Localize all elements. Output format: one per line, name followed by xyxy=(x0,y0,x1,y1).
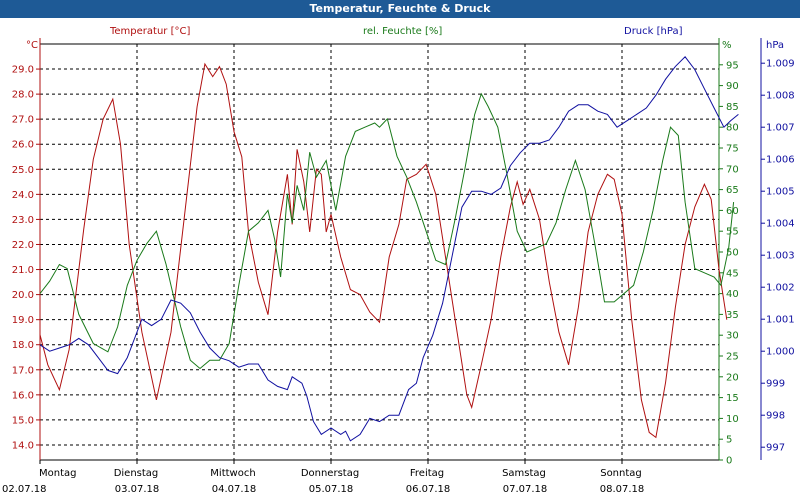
pressure-tick-label: 999 xyxy=(766,379,785,390)
humidity-tick-label: 90 xyxy=(726,81,739,92)
humidity-tick-label: 80 xyxy=(726,123,739,134)
pressure-tick-label: 1.001 xyxy=(766,315,795,326)
humidity-tick-label: 55 xyxy=(726,227,739,238)
day-date-label: 08.07.18 xyxy=(600,484,645,495)
humidity-tick-label: 70 xyxy=(726,164,739,175)
day-labels: Montag 02.07.18 Dienstag 03.07.18 Mittwoch 04… xyxy=(2,460,644,495)
day-date-label: 07.07.18 xyxy=(503,484,548,495)
humidity-tick-label: 0 xyxy=(726,456,732,467)
window-title: Temperatur, Feuchte & Druck xyxy=(0,0,800,18)
temperature-tick-label: 29.0 xyxy=(12,65,34,76)
temperature-tick-label: 23.0 xyxy=(12,215,34,226)
day-date-label: 04.07.18 xyxy=(212,484,257,495)
pressure-axis-label: Druck [hPa] xyxy=(624,26,683,37)
humidity-tick-label: 40 xyxy=(726,289,739,300)
temperature-axis-label: Temperatur [°C] xyxy=(109,26,190,37)
grid xyxy=(40,44,719,460)
temperature-tick-label: 16.0 xyxy=(12,390,34,401)
humidity-tick-label: 95 xyxy=(726,60,739,71)
temperature-tick-label: 27.0 xyxy=(12,115,34,126)
day-weekday-label: Montag xyxy=(39,468,76,479)
day-weekday-label: Donnerstag xyxy=(301,468,359,479)
humidity-tick-label: 50 xyxy=(726,248,739,259)
day-weekday-label: Mittwoch xyxy=(210,468,255,479)
pressure-ticks: 997 998 999 1.000 1.001 1.002 1.003 1.004 1.005 1… xyxy=(761,59,795,454)
temperature-tick-label: 26.0 xyxy=(12,140,34,151)
pressure-tick-label: 1.009 xyxy=(766,59,795,70)
humidity-tick-label: 5 xyxy=(726,435,732,446)
humidity-axis-label: rel. Feuchte [%] xyxy=(363,26,442,37)
humidity-tick-label: 85 xyxy=(726,102,739,113)
pressure-tick-label: 1.004 xyxy=(766,219,795,230)
humidity-tick-label: 45 xyxy=(726,268,739,279)
day-date-label: 05.07.18 xyxy=(309,484,354,495)
day-weekday-label: Dienstag xyxy=(114,468,159,479)
temperature-tick-label: 18.0 xyxy=(12,340,34,351)
temperature-tick-label: 14.0 xyxy=(12,440,34,451)
pressure-tick-label: 997 xyxy=(766,443,785,454)
humidity-tick-label: 15 xyxy=(726,393,739,404)
humidity-unit-label: % xyxy=(722,40,732,51)
day-weekday-label: Freitag xyxy=(410,468,444,479)
temperature-unit-label: °C xyxy=(26,40,38,51)
pressure-tick-label: 1.002 xyxy=(766,283,795,294)
humidity-tick-label: 20 xyxy=(726,372,739,383)
temperature-line xyxy=(39,62,728,439)
weather-chart: °C % hPa Temperatur [°C] rel. Feuchte [%… xyxy=(0,18,800,500)
temperature-tick-label: 15.0 xyxy=(12,415,34,426)
pressure-tick-label: 1.000 xyxy=(766,347,795,358)
humidity-tick-label: 30 xyxy=(726,331,739,342)
pressure-tick-label: 1.005 xyxy=(766,187,795,198)
day-date-label: 06.07.18 xyxy=(406,484,451,495)
pressure-tick-label: 1.006 xyxy=(766,155,795,166)
day-date-label: 03.07.18 xyxy=(115,484,160,495)
humidity-tick-label: 75 xyxy=(726,144,739,155)
temperature-ticks: 14.0 15.0 16.0 17.0 18.0 19.0 20.0 21.0 22.0 23.0… xyxy=(12,65,40,451)
humidity-tick-label: 25 xyxy=(726,352,739,363)
pressure-tick-label: 1.007 xyxy=(766,123,795,134)
day-date-label: 02.07.18 xyxy=(2,484,47,495)
temperature-tick-label: 17.0 xyxy=(12,365,34,376)
day-weekday-label: Samstag xyxy=(502,468,546,479)
pressure-unit-label: hPa xyxy=(766,40,784,51)
pressure-tick-label: 998 xyxy=(766,411,785,422)
temperature-tick-label: 19.0 xyxy=(12,315,34,326)
temperature-tick-label: 25.0 xyxy=(12,165,34,176)
humidity-line xyxy=(39,92,735,370)
humidity-tick-label: 10 xyxy=(726,414,739,425)
temperature-tick-label: 28.0 xyxy=(12,90,34,101)
pressure-line xyxy=(39,56,739,442)
temperature-tick-label: 22.0 xyxy=(12,240,34,251)
pressure-tick-label: 1.008 xyxy=(766,91,795,102)
humidity-tick-label: 65 xyxy=(726,185,739,196)
temperature-tick-label: 21.0 xyxy=(12,265,34,276)
temperature-tick-label: 24.0 xyxy=(12,190,34,201)
pressure-tick-label: 1.003 xyxy=(766,251,795,262)
temperature-tick-label: 20.0 xyxy=(12,290,34,301)
humidity-tick-label: 35 xyxy=(726,310,739,321)
day-weekday-label: Sonntag xyxy=(600,468,642,479)
